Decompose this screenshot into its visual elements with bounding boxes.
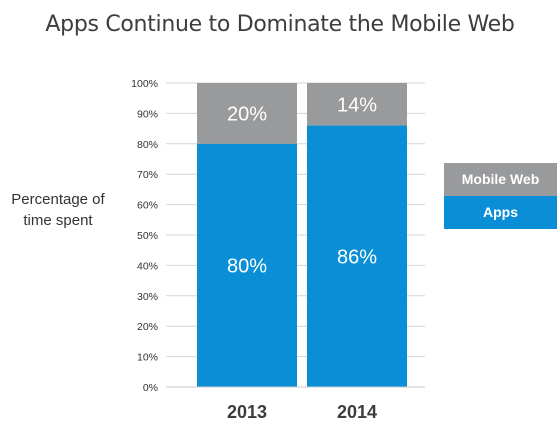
y-tick-label: 100% — [131, 78, 158, 90]
y-axis-label: Percentage of time spent — [11, 191, 105, 229]
y-tick-label: 20% — [137, 321, 158, 333]
bar-segment — [197, 83, 297, 144]
legend: Mobile Web Apps — [444, 163, 557, 229]
y-tick-label: 40% — [137, 260, 158, 272]
y-tick-label: 30% — [137, 291, 158, 303]
y-tick-label: 0% — [143, 382, 158, 394]
data-label: 20% — [227, 103, 267, 125]
y-tick-label: 50% — [137, 230, 158, 242]
data-label: 86% — [337, 246, 377, 268]
data-label: 80% — [227, 255, 267, 277]
y-tick-label: 10% — [137, 352, 158, 364]
y-tick-label: 70% — [137, 169, 158, 181]
bar-segment — [197, 143, 297, 387]
bar-segment — [307, 83, 407, 126]
legend-item-mobile-web: Mobile Web — [444, 163, 557, 196]
bar-segment — [307, 125, 407, 387]
y-tick-label: 60% — [137, 200, 158, 212]
y-tick-label: 80% — [137, 139, 158, 151]
x-tick-label: 2013 — [227, 402, 267, 422]
y-tick-label: 90% — [137, 108, 158, 120]
chart-title: Apps Continue to Dominate the Mobile Web — [45, 12, 515, 37]
legend-item-apps: Apps — [444, 196, 557, 229]
x-tick-label: 2014 — [337, 402, 377, 422]
data-label: 14% — [337, 94, 377, 116]
